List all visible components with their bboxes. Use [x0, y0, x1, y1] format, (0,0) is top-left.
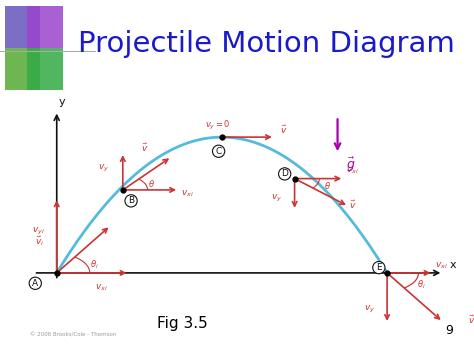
Text: $\vec{v}$: $\vec{v}$ [349, 199, 356, 211]
Text: $\vec{v}_i$: $\vec{v}_i$ [35, 234, 45, 248]
Text: $\vec{g}$: $\vec{g}$ [346, 156, 356, 174]
Text: © 2006 Brooks/Cole - Thomson: © 2006 Brooks/Cole - Thomson [30, 333, 117, 338]
Text: E: E [376, 263, 382, 272]
Text: $v_y$: $v_y$ [364, 304, 375, 315]
Text: $v_{xi}$: $v_{xi}$ [435, 260, 448, 271]
Text: Projectile Motion Diagram: Projectile Motion Diagram [78, 30, 455, 58]
Text: y: y [58, 97, 65, 107]
Text: $\vec{v}$: $\vec{v}$ [468, 314, 474, 326]
Text: A: A [32, 279, 38, 288]
Text: x: x [450, 260, 456, 270]
Text: $v_y$: $v_y$ [98, 163, 109, 174]
Text: D: D [281, 169, 288, 179]
Text: $\theta$: $\theta$ [147, 178, 155, 189]
Bar [27, 48, 63, 90]
Text: $\theta_i$: $\theta_i$ [417, 278, 426, 290]
Text: Fig 3.5: Fig 3.5 [157, 316, 208, 331]
Text: $v_y$: $v_y$ [272, 193, 283, 204]
Text: $\theta$: $\theta$ [324, 180, 331, 191]
Text: 9: 9 [445, 324, 453, 337]
Text: $v_{xi}$: $v_{xi}$ [346, 166, 359, 176]
Text: C: C [216, 147, 222, 156]
Text: $v_{yi}$: $v_{yi}$ [32, 226, 45, 237]
Text: $\theta_i$: $\theta_i$ [90, 258, 99, 271]
Text: $\vec{v}$: $\vec{v}$ [141, 142, 148, 154]
Text: $v_y = 0$: $v_y = 0$ [205, 119, 231, 132]
Text: B: B [128, 196, 134, 205]
Text: $\vec{v}$: $\vec{v}$ [280, 124, 287, 136]
Bar [5, 48, 40, 90]
Bar [27, 6, 63, 48]
Text: $v_{xi}$: $v_{xi}$ [95, 282, 108, 293]
Text: $v_{xi}$: $v_{xi}$ [181, 189, 193, 199]
Bar [5, 6, 40, 48]
